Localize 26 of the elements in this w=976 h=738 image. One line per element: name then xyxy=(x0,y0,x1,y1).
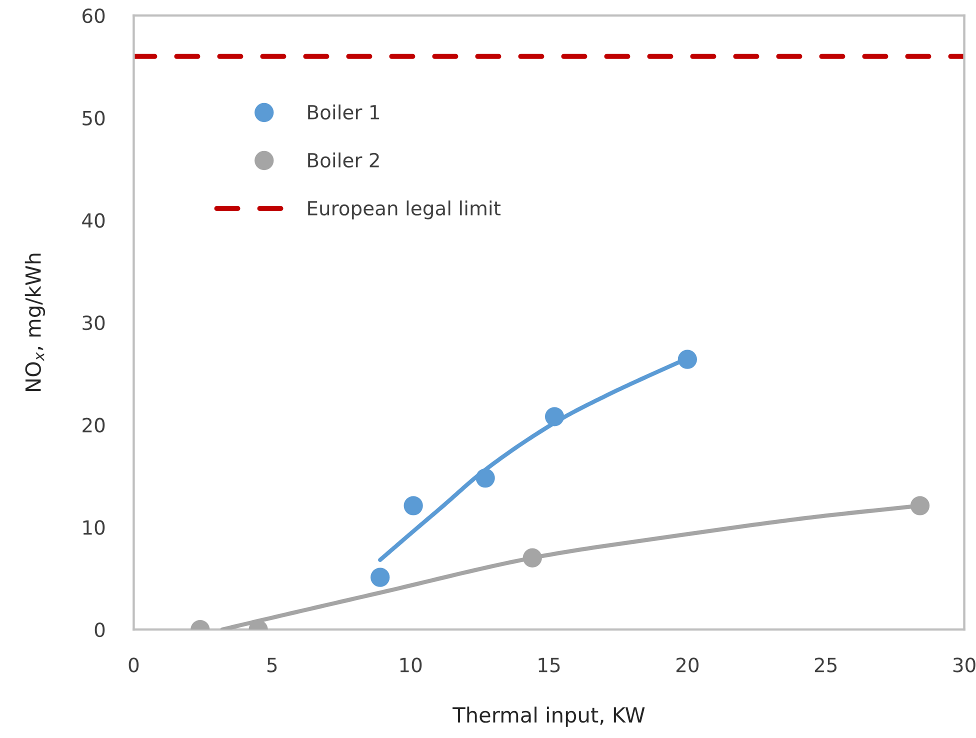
legend-label: Boiler 1 xyxy=(308,104,379,120)
x-axis-title: Thermal input, KW xyxy=(452,706,645,727)
y-tick-label: 30 xyxy=(82,315,105,330)
x-tick-label: 30 xyxy=(953,658,976,672)
x-tick-label: 15 xyxy=(538,658,560,672)
legend-label: Boiler 2 xyxy=(308,152,379,168)
x-tick-label: 25 xyxy=(814,658,837,672)
y-tick-label: 20 xyxy=(82,418,105,433)
point xyxy=(910,496,930,516)
x-tick-label: 10 xyxy=(400,658,422,672)
y-tick-label: 50 xyxy=(82,110,105,126)
legend-label: European legal limit xyxy=(308,200,501,220)
x-tick-label: 20 xyxy=(676,658,699,672)
x-tick-label: 0 xyxy=(128,658,139,672)
point xyxy=(544,407,564,426)
x-tick-label: 5 xyxy=(267,658,277,672)
point xyxy=(522,548,542,568)
y-tick-label: 60 xyxy=(82,8,105,24)
y-tick-label: 40 xyxy=(82,213,105,228)
point xyxy=(370,568,390,587)
point xyxy=(404,496,423,516)
point xyxy=(678,350,697,369)
y-tick-label: 0 xyxy=(94,622,105,638)
y-tick-label: 10 xyxy=(83,520,105,535)
y-axis-title: NO$_{x}$, mg/kWh xyxy=(24,254,46,391)
point xyxy=(476,468,495,488)
